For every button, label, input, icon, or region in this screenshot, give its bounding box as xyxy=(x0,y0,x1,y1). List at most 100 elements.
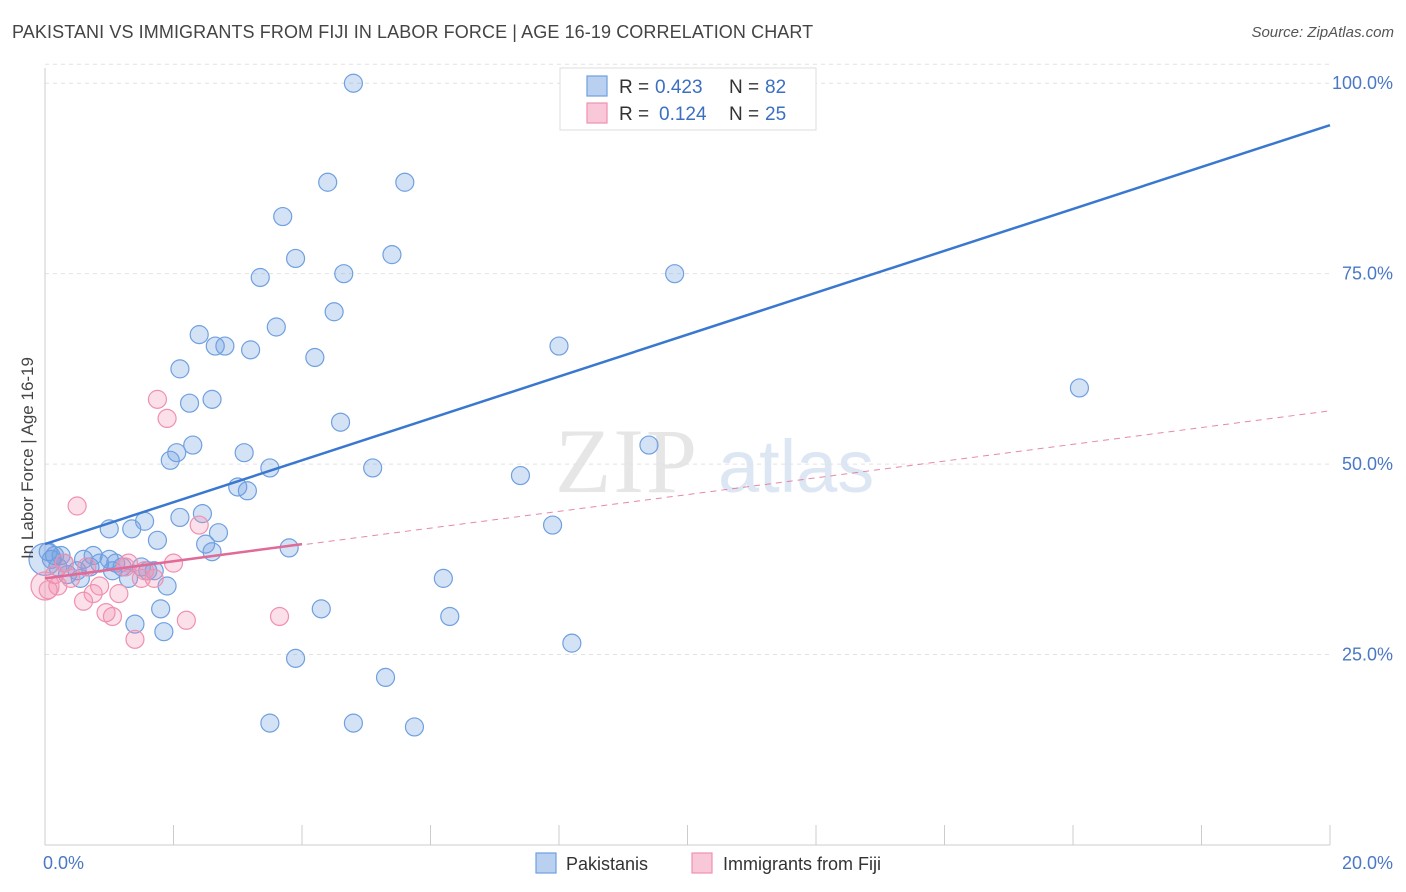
pakistanis-trend-line xyxy=(44,123,1331,546)
fiji-point-10 xyxy=(109,584,129,604)
pakistanis-point-56 xyxy=(363,458,383,478)
pakistanis-point-73 xyxy=(260,713,280,733)
pakistanis-point-60 xyxy=(433,568,453,588)
pakistanis-point-47 xyxy=(266,317,286,337)
fiji-point-5 xyxy=(73,591,94,611)
pakistanis-point-37 xyxy=(179,393,200,413)
pakistanis-point-33 xyxy=(208,523,229,543)
pakistanis-point-25 xyxy=(154,622,174,642)
fiji-point-7 xyxy=(90,576,110,596)
pakistanis-point-67 xyxy=(665,264,685,284)
watermark-atlas: atlas xyxy=(718,425,874,508)
pakistanis-point-24 xyxy=(151,599,171,619)
pakistanis-point-68 xyxy=(343,73,363,93)
pakistanis-point-48 xyxy=(273,206,293,227)
pakistanis-point-65 xyxy=(562,633,582,653)
tick-labels: 25.0% 50.0% 75.0% 100.0% 0.0% 20.0% xyxy=(43,73,1393,873)
pakistanis-point-61 xyxy=(440,606,460,627)
fiji-points xyxy=(30,389,290,649)
pakistanis-point-29 xyxy=(183,435,203,455)
legend-swatch-fiji xyxy=(586,102,608,124)
pakistanis-point-28 xyxy=(170,507,190,528)
fiji-point-19 xyxy=(189,515,209,535)
pakistanis-point-77 xyxy=(189,325,209,345)
pakistanis-point-38 xyxy=(202,389,222,409)
legend-n-label-pakistanis: N = xyxy=(729,77,759,98)
fiji-point-15 xyxy=(147,389,168,409)
bottom-legend-label-fiji: Immigrants from Fiji xyxy=(723,854,881,874)
pakistanis-point-66 xyxy=(639,435,659,455)
pakistanis-points xyxy=(28,73,1090,737)
pakistanis-point-62 xyxy=(510,465,531,486)
pakistanis-point-54 xyxy=(330,412,351,432)
trend-lines xyxy=(44,123,1331,580)
pakistanis-point-74 xyxy=(285,648,306,668)
axes xyxy=(44,68,1331,846)
fiji-trend-extension xyxy=(44,410,1331,579)
y-tick-label-3: 100.0% xyxy=(1332,73,1393,93)
legend-swatch-pakistanis xyxy=(586,75,608,97)
fiji-point-9 xyxy=(102,606,123,627)
pakistanis-point-30 xyxy=(192,504,213,524)
pakistanis-point-51 xyxy=(311,599,331,619)
pakistanis-point-36 xyxy=(170,359,190,379)
pakistanis-point-58 xyxy=(382,245,402,265)
pakistanis-point-39 xyxy=(205,336,225,356)
legend-r-value-fiji: 0.124 xyxy=(659,104,707,125)
pakistanis-point-46 xyxy=(250,267,270,288)
watermark-zip: ZIP xyxy=(555,410,699,512)
pakistanis-point-50 xyxy=(305,347,325,368)
grid-lines xyxy=(45,63,1330,656)
pakistanis-point-23 xyxy=(147,530,168,550)
pakistanis-point-75 xyxy=(404,717,425,737)
pakistanis-point-35 xyxy=(167,443,187,463)
stats-legend: R = 0.423 N = 82 R = 0.124 N = 25 xyxy=(559,67,817,131)
pakistanis-point-52 xyxy=(318,172,338,192)
pakistanis-point-63 xyxy=(542,515,563,535)
chart-source: Source: ZipAtlas.com xyxy=(1251,24,1394,41)
bottom-legend-swatch-pakistanis xyxy=(535,852,557,874)
legend-r-label-fiji: R = xyxy=(619,104,649,125)
pakistanis-point-59 xyxy=(395,172,415,192)
fiji-point-4 xyxy=(67,496,87,516)
legend-n-value-pakistanis: 82 xyxy=(765,77,786,98)
legend-r-value-pakistanis: 0.423 xyxy=(655,77,703,98)
fiji-point-cluster xyxy=(30,571,60,601)
watermark: ZIP atlas xyxy=(555,410,874,512)
fiji-point-16 xyxy=(157,408,177,429)
pakistanis-point-34 xyxy=(160,450,180,470)
pakistanis-point-10 xyxy=(83,545,103,566)
series-legend: Pakistanis Immigrants from Fiji xyxy=(535,852,881,874)
pakistanis-point-55 xyxy=(334,264,354,284)
fiji-point-20 xyxy=(269,606,290,627)
pakistanis-point-49 xyxy=(285,248,306,269)
x-tick-label-1: 20.0% xyxy=(1342,853,1393,873)
legend-n-value-fiji: 25 xyxy=(765,104,786,125)
fiji-point-6 xyxy=(83,584,103,604)
chart-title: PAKISTANI VS IMMIGRANTS FROM FIJI IN LAB… xyxy=(12,22,814,42)
pakistanis-point-43 xyxy=(237,481,257,501)
fiji-point-12 xyxy=(125,629,145,649)
pakistanis-point-57 xyxy=(375,667,396,688)
pakistanis-point-53 xyxy=(324,302,344,322)
pakistanis-point-72 xyxy=(343,713,363,733)
pakistanis-point-27 xyxy=(125,614,145,634)
y-tick-label-0: 25.0% xyxy=(1342,645,1393,665)
pakistanis-point-40 xyxy=(215,336,235,356)
pakistanis-point-44 xyxy=(241,340,261,360)
bottom-legend-swatch-fiji xyxy=(691,852,713,874)
pakistanis-point-31 xyxy=(196,534,216,554)
pakistanis-point-42 xyxy=(234,443,254,463)
x-tick-label-0: 0.0% xyxy=(43,853,84,873)
fiji-point-14 xyxy=(144,568,164,588)
bottom-legend-label-pakistanis: Pakistanis xyxy=(566,854,648,874)
pakistanis-point-71 xyxy=(1069,378,1090,398)
legend-n-label-fiji: N = xyxy=(729,104,759,125)
legend-r-label-pakistanis: R = xyxy=(619,77,649,98)
pakistanis-point-64 xyxy=(549,336,569,356)
fiji-trend-line xyxy=(44,542,303,580)
y-tick-label-2: 75.0% xyxy=(1342,264,1393,284)
fiji-point-18 xyxy=(176,610,196,630)
y-axis-label: In Labor Force | Age 16-19 xyxy=(18,357,37,559)
